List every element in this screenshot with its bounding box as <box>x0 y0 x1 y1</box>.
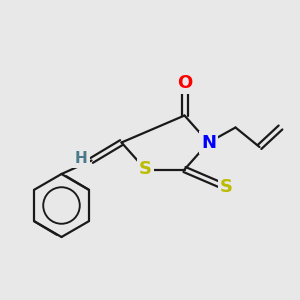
Text: S: S <box>220 178 233 196</box>
Text: N: N <box>201 134 216 152</box>
Text: S: S <box>139 160 152 178</box>
Text: O: O <box>177 74 192 92</box>
Text: H: H <box>75 151 87 166</box>
